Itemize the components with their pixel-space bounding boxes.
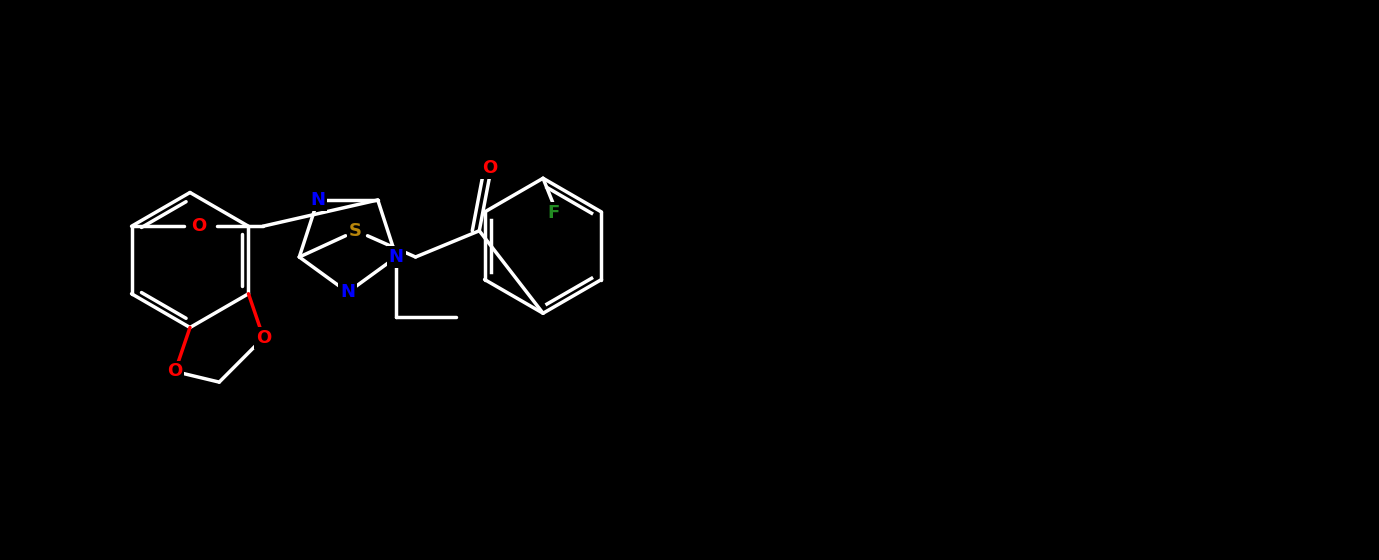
Text: N: N (310, 191, 325, 209)
Text: O: O (256, 329, 272, 347)
Text: N: N (341, 283, 356, 301)
Text: O: O (167, 362, 182, 380)
Text: S: S (349, 222, 363, 240)
Text: O: O (192, 217, 207, 235)
Text: F: F (547, 204, 558, 222)
Text: O: O (481, 159, 496, 178)
Text: N: N (389, 248, 404, 266)
